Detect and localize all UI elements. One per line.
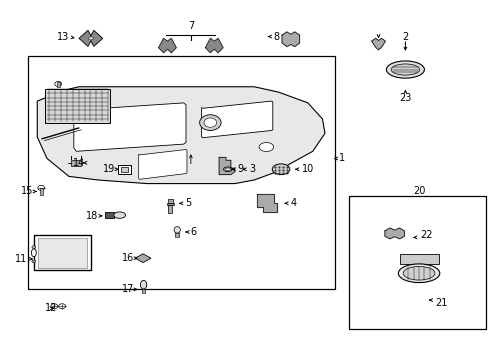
Text: 20: 20 bbox=[412, 186, 425, 197]
Bar bbox=[118, 165, 131, 174]
Bar bbox=[44, 89, 110, 123]
Text: 1: 1 bbox=[338, 153, 344, 163]
Polygon shape bbox=[37, 87, 325, 184]
Text: 21: 21 bbox=[435, 298, 447, 308]
Bar bbox=[348, 196, 485, 329]
Circle shape bbox=[55, 81, 61, 86]
Bar bbox=[71, 160, 81, 166]
Polygon shape bbox=[371, 39, 385, 50]
Circle shape bbox=[59, 304, 65, 309]
Text: 7: 7 bbox=[187, 21, 194, 31]
Bar bbox=[38, 238, 87, 267]
Circle shape bbox=[32, 246, 36, 248]
Ellipse shape bbox=[386, 61, 424, 78]
Bar bbox=[121, 167, 128, 172]
Bar bbox=[167, 199, 172, 203]
Text: 9: 9 bbox=[237, 164, 243, 174]
Ellipse shape bbox=[272, 164, 289, 175]
Text: 13: 13 bbox=[57, 32, 69, 42]
Bar bbox=[104, 212, 114, 218]
Circle shape bbox=[199, 115, 221, 131]
Circle shape bbox=[203, 118, 216, 127]
Bar bbox=[168, 204, 172, 213]
Polygon shape bbox=[135, 254, 151, 262]
Text: 16: 16 bbox=[122, 253, 134, 263]
Polygon shape bbox=[282, 32, 299, 46]
Polygon shape bbox=[139, 149, 186, 179]
Bar bbox=[175, 233, 179, 237]
Bar bbox=[27, 56, 334, 289]
Text: 23: 23 bbox=[398, 93, 411, 103]
Text: 10: 10 bbox=[301, 164, 313, 174]
Ellipse shape bbox=[223, 167, 232, 172]
Text: 17: 17 bbox=[122, 284, 134, 294]
Bar bbox=[142, 289, 145, 293]
Bar bbox=[166, 203, 173, 206]
Bar bbox=[40, 188, 42, 195]
Ellipse shape bbox=[398, 264, 439, 283]
Text: 15: 15 bbox=[21, 186, 34, 197]
Bar bbox=[34, 235, 91, 270]
Text: 19: 19 bbox=[103, 164, 115, 174]
Polygon shape bbox=[384, 228, 404, 239]
Text: 2: 2 bbox=[402, 32, 407, 41]
Polygon shape bbox=[256, 194, 277, 212]
Text: 14: 14 bbox=[73, 158, 85, 168]
Circle shape bbox=[51, 304, 58, 309]
Circle shape bbox=[32, 260, 36, 263]
Text: 22: 22 bbox=[419, 230, 432, 239]
Ellipse shape bbox=[140, 280, 146, 289]
Polygon shape bbox=[219, 157, 234, 175]
Text: 3: 3 bbox=[249, 164, 255, 174]
Bar bbox=[57, 82, 60, 87]
Text: 4: 4 bbox=[290, 198, 296, 208]
Ellipse shape bbox=[390, 64, 419, 75]
Ellipse shape bbox=[88, 37, 93, 40]
Ellipse shape bbox=[114, 212, 125, 219]
Text: 11: 11 bbox=[15, 254, 27, 264]
Text: 8: 8 bbox=[273, 32, 279, 41]
Polygon shape bbox=[74, 103, 185, 151]
Polygon shape bbox=[158, 39, 176, 53]
Ellipse shape bbox=[259, 143, 273, 152]
Text: 12: 12 bbox=[44, 303, 57, 314]
Ellipse shape bbox=[403, 266, 434, 280]
Ellipse shape bbox=[225, 168, 230, 171]
Polygon shape bbox=[79, 31, 102, 46]
Circle shape bbox=[38, 185, 44, 190]
Ellipse shape bbox=[174, 226, 180, 233]
Bar bbox=[399, 254, 438, 264]
Polygon shape bbox=[201, 101, 272, 138]
Ellipse shape bbox=[31, 249, 36, 257]
Text: 5: 5 bbox=[184, 198, 191, 208]
Text: 6: 6 bbox=[190, 227, 197, 237]
Text: 18: 18 bbox=[86, 211, 98, 221]
Polygon shape bbox=[205, 39, 223, 53]
